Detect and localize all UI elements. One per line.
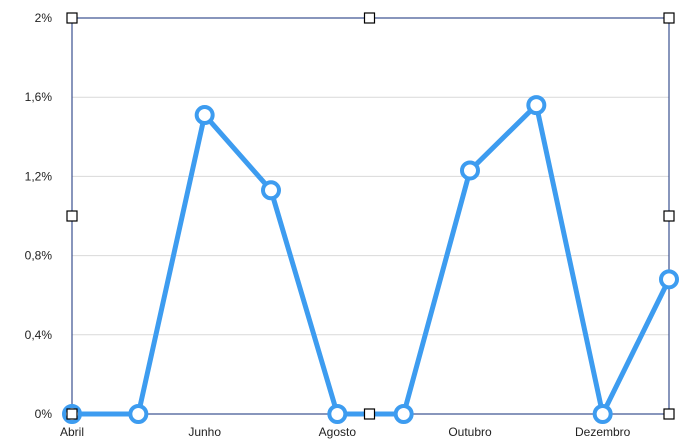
series-line — [69, 102, 672, 417]
selection-handles[interactable] — [66, 12, 675, 420]
resize-handle[interactable] — [66, 408, 78, 420]
y-tick-label: 1,6% — [25, 90, 53, 104]
x-tick-label: Abril — [60, 425, 84, 439]
y-tick-label: 0,4% — [25, 328, 53, 342]
resize-handle[interactable] — [66, 210, 78, 222]
chart-frame — [71, 17, 670, 415]
resize-handle[interactable] — [66, 12, 78, 24]
data-point-marker[interactable] — [128, 404, 149, 424]
resize-handle[interactable] — [663, 210, 675, 222]
data-point-marker[interactable] — [526, 95, 547, 116]
y-tick-label: 2% — [35, 11, 53, 25]
y-axis-tick-labels: 0% 0,4% 0,8% 1,2% 1,6% 2% — [25, 11, 53, 421]
series-layer — [62, 95, 679, 424]
data-point-marker[interactable] — [327, 404, 348, 424]
resize-handle[interactable] — [663, 408, 675, 420]
data-point-marker[interactable] — [261, 180, 281, 201]
data-point-marker[interactable] — [592, 404, 613, 424]
grid-lines — [72, 17, 669, 415]
x-tick-label: Dezembro — [575, 425, 631, 439]
y-tick-label: 0,8% — [25, 249, 53, 263]
resize-handle[interactable] — [363, 12, 376, 24]
x-tick-label: Junho — [188, 425, 221, 439]
data-point-marker[interactable] — [659, 269, 679, 290]
x-axis-tick-labels: Abril Junho Agosto Outubro Dezembro — [60, 425, 631, 439]
data-point-marker[interactable] — [194, 105, 215, 126]
data-point-marker[interactable] — [393, 404, 414, 424]
resize-handle[interactable] — [363, 408, 376, 420]
y-tick-label: 0% — [35, 407, 53, 421]
x-tick-label: Agosto — [319, 425, 357, 439]
data-point-marker[interactable] — [460, 160, 480, 181]
resize-handle[interactable] — [663, 12, 675, 24]
x-tick-label: Outubro — [448, 425, 492, 439]
y-tick-label: 1,2% — [25, 169, 53, 183]
